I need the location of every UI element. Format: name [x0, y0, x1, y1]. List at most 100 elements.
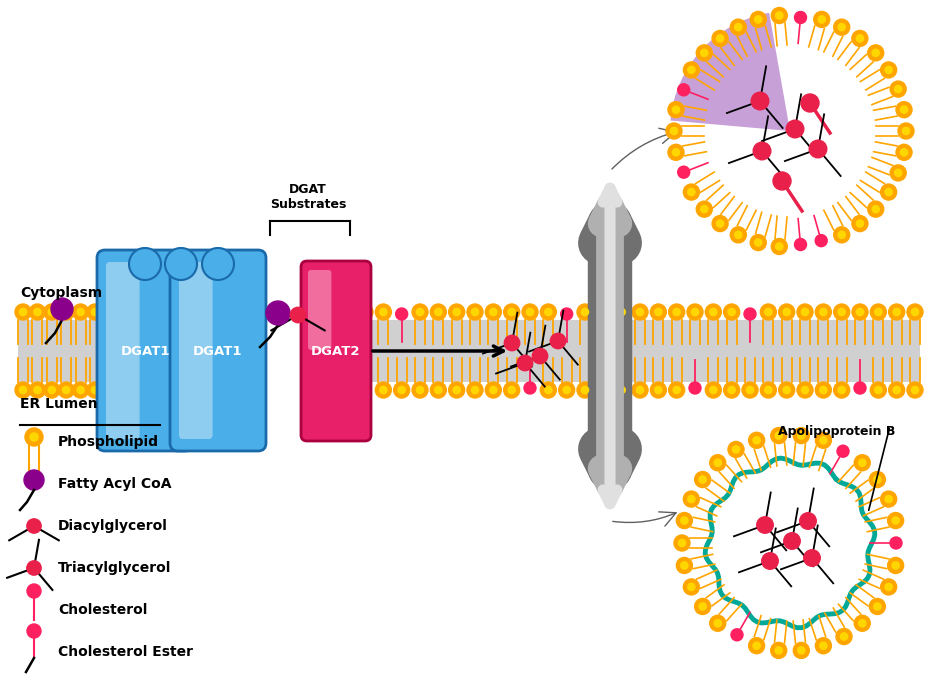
Circle shape [618, 308, 625, 316]
Circle shape [900, 106, 907, 113]
Circle shape [394, 382, 409, 398]
Circle shape [885, 189, 893, 196]
Circle shape [757, 517, 773, 533]
Circle shape [744, 308, 756, 320]
Circle shape [325, 386, 332, 394]
Circle shape [676, 513, 693, 529]
Circle shape [48, 386, 56, 394]
FancyBboxPatch shape [308, 270, 332, 350]
Circle shape [563, 386, 570, 394]
Circle shape [51, 298, 73, 320]
Circle shape [325, 308, 332, 316]
Circle shape [398, 386, 406, 394]
Circle shape [77, 386, 84, 394]
Circle shape [694, 598, 710, 614]
Circle shape [870, 304, 886, 320]
Circle shape [19, 308, 27, 316]
Circle shape [714, 620, 721, 627]
Circle shape [783, 386, 790, 394]
Circle shape [709, 308, 717, 316]
Circle shape [868, 201, 883, 217]
Circle shape [794, 428, 809, 444]
Circle shape [728, 386, 735, 394]
Circle shape [650, 382, 667, 398]
Circle shape [320, 304, 336, 320]
Circle shape [800, 513, 816, 529]
Circle shape [449, 382, 465, 398]
Circle shape [770, 428, 787, 444]
Circle shape [34, 386, 41, 394]
Circle shape [669, 382, 684, 398]
Circle shape [706, 304, 721, 320]
Circle shape [868, 45, 883, 61]
Circle shape [712, 30, 728, 46]
Circle shape [582, 308, 589, 316]
Circle shape [343, 386, 350, 394]
Circle shape [614, 304, 630, 320]
Circle shape [87, 304, 103, 320]
Circle shape [30, 382, 45, 398]
Circle shape [395, 308, 407, 320]
Circle shape [896, 102, 912, 117]
Circle shape [87, 382, 103, 398]
Circle shape [92, 308, 98, 316]
Circle shape [709, 455, 726, 471]
Circle shape [773, 172, 791, 190]
Circle shape [801, 386, 808, 394]
Text: DGAT1: DGAT1 [120, 345, 169, 357]
FancyBboxPatch shape [301, 261, 371, 441]
Circle shape [672, 106, 680, 113]
Circle shape [683, 184, 699, 200]
Circle shape [508, 308, 515, 316]
Bar [18, 320, 100, 382]
Circle shape [27, 519, 41, 533]
Circle shape [655, 386, 662, 394]
Circle shape [870, 382, 886, 398]
Circle shape [801, 94, 819, 112]
Circle shape [820, 437, 827, 444]
Circle shape [412, 304, 428, 320]
Circle shape [434, 386, 442, 394]
Circle shape [63, 308, 69, 316]
Circle shape [717, 220, 724, 227]
Text: Apolipoprotein B: Apolipoprotein B [778, 424, 895, 437]
Circle shape [712, 216, 728, 231]
Circle shape [505, 335, 519, 351]
Text: Cholesterol Ester: Cholesterol Ester [58, 645, 193, 659]
Circle shape [636, 386, 644, 394]
Circle shape [343, 308, 350, 316]
Circle shape [815, 235, 827, 247]
Circle shape [600, 308, 607, 316]
Circle shape [375, 304, 392, 320]
Text: Cholesterol: Cholesterol [58, 603, 147, 617]
Circle shape [129, 248, 161, 280]
Circle shape [771, 238, 787, 254]
Circle shape [854, 382, 866, 394]
Circle shape [532, 348, 547, 363]
Circle shape [27, 624, 41, 638]
Text: ER Lumen: ER Lumen [20, 397, 97, 411]
Circle shape [688, 189, 695, 196]
Circle shape [731, 629, 743, 641]
Circle shape [881, 62, 896, 78]
Circle shape [890, 537, 902, 549]
Circle shape [783, 308, 790, 316]
Circle shape [636, 308, 644, 316]
Circle shape [357, 304, 373, 320]
Circle shape [560, 308, 572, 320]
Circle shape [753, 437, 760, 444]
Circle shape [490, 308, 497, 316]
Circle shape [838, 308, 845, 316]
Circle shape [779, 304, 795, 320]
Circle shape [490, 386, 497, 394]
Circle shape [750, 12, 766, 28]
Circle shape [731, 19, 746, 35]
FancyArrowPatch shape [602, 207, 619, 485]
Circle shape [895, 169, 902, 176]
Circle shape [412, 382, 428, 398]
Circle shape [434, 308, 442, 316]
Circle shape [595, 304, 611, 320]
Circle shape [290, 307, 306, 323]
Circle shape [380, 308, 387, 316]
Circle shape [92, 386, 98, 394]
